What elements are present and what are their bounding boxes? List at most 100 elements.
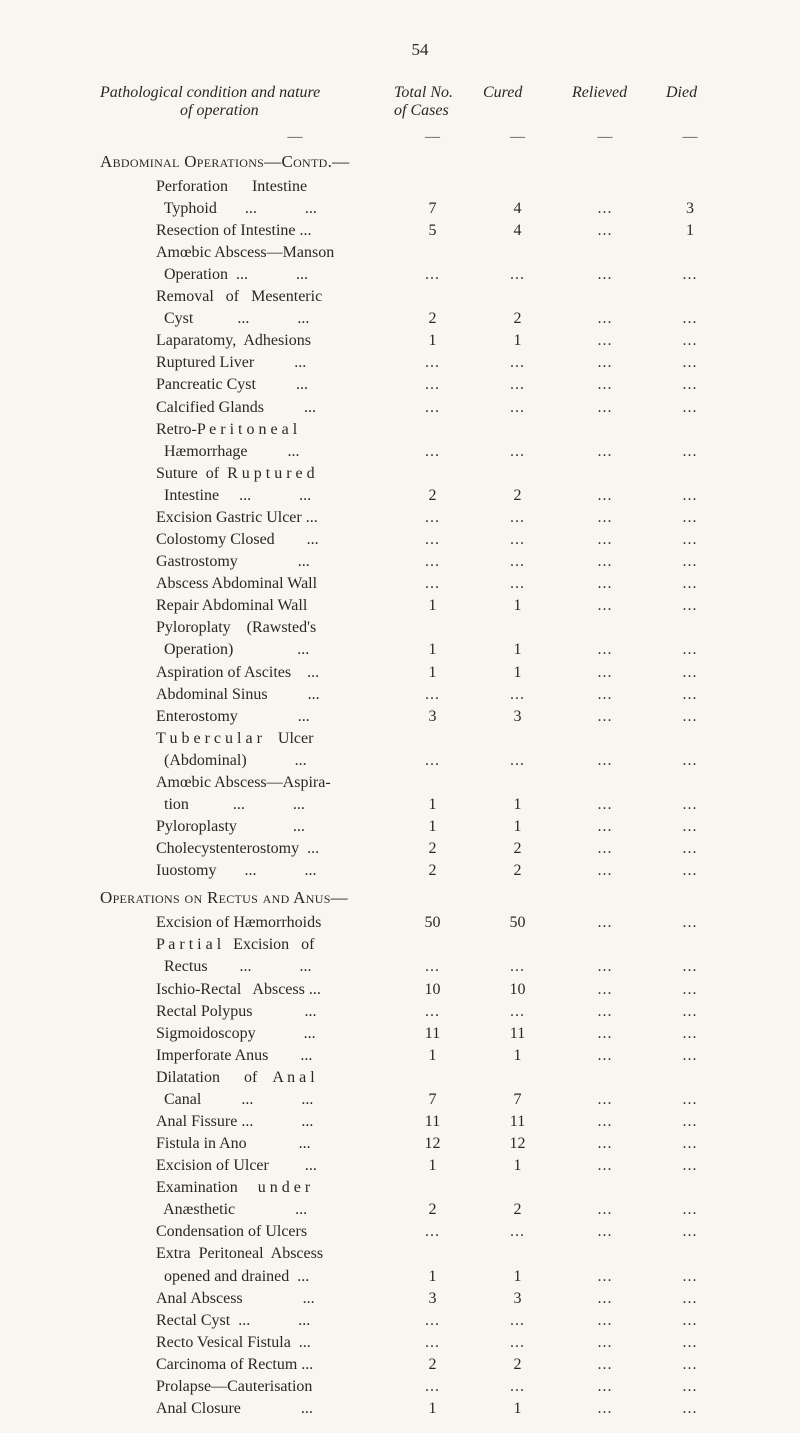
value: 2 bbox=[475, 1199, 560, 1221]
ellipsis: ... bbox=[650, 573, 730, 595]
ellipsis: ... bbox=[650, 1266, 730, 1288]
dash: — bbox=[100, 129, 390, 146]
ellipsis: ... bbox=[560, 264, 650, 286]
value: 1 bbox=[475, 330, 560, 352]
row-label: Perforation Intestine bbox=[100, 176, 390, 198]
table-row: Canal ... ...77...... bbox=[100, 1089, 740, 1111]
table-row: Laparatomy, Adhesions11...... bbox=[100, 330, 740, 352]
table-row: Anal Closure ...11...... bbox=[100, 1398, 740, 1420]
page-number: 54 bbox=[100, 40, 740, 60]
ellipsis: ... bbox=[560, 794, 650, 816]
table-row: Recto Vesical Fistula ............... bbox=[100, 1332, 740, 1354]
table-row: Imperforate Anus ...11...... bbox=[100, 1045, 740, 1067]
value: 2 bbox=[390, 860, 475, 882]
ellipsis: ... bbox=[390, 507, 475, 529]
ellipsis: ... bbox=[475, 264, 560, 286]
row-label: Laparatomy, Adhesions bbox=[100, 330, 390, 352]
row-label: Intestine ... ... bbox=[100, 485, 390, 507]
ellipsis: ... bbox=[560, 551, 650, 573]
ellipsis: ... bbox=[650, 1221, 730, 1243]
table-row: Operation) ...11...... bbox=[100, 639, 740, 661]
row-label: Anal Closure ... bbox=[100, 1398, 390, 1420]
ellipsis: ... bbox=[560, 1266, 650, 1288]
ellipsis: ... bbox=[650, 816, 730, 838]
ellipsis: ... bbox=[390, 573, 475, 595]
row-label: Pancreatic Cyst ... bbox=[100, 374, 390, 396]
header-col-cured: Cured bbox=[483, 84, 568, 121]
ellipsis: ... bbox=[650, 706, 730, 728]
ellipsis: ... bbox=[560, 838, 650, 860]
value: 7 bbox=[390, 198, 475, 220]
table-row: Condensation of Ulcers............ bbox=[100, 1221, 740, 1243]
ellipsis: ... bbox=[475, 684, 560, 706]
table-row: Gastrostomy ............... bbox=[100, 551, 740, 573]
table-row: Examination u n d e r bbox=[100, 1177, 740, 1199]
table-row: Pyloroplasty ...11...... bbox=[100, 816, 740, 838]
ellipsis: ... bbox=[650, 441, 730, 463]
row-label: Dilatation of A n a l bbox=[100, 1067, 390, 1089]
ellipsis: ... bbox=[390, 684, 475, 706]
ellipsis: ... bbox=[475, 374, 560, 396]
table-row: Aspiration of Ascites ...11...... bbox=[100, 662, 740, 684]
value: 2 bbox=[390, 838, 475, 860]
ellipsis: ... bbox=[560, 1023, 650, 1045]
value: 5 bbox=[390, 220, 475, 242]
ellipsis: ... bbox=[475, 573, 560, 595]
table-row: Enterostomy ...33...... bbox=[100, 706, 740, 728]
ellipsis: ... bbox=[650, 1288, 730, 1310]
ellipsis: ... bbox=[560, 1199, 650, 1221]
row-label: Rectal Polypus ... bbox=[100, 1001, 390, 1023]
ellipsis: ... bbox=[560, 706, 650, 728]
row-label: Rectal Cyst ... ... bbox=[100, 1310, 390, 1332]
table-row: Rectus ... ............... bbox=[100, 956, 740, 978]
table-row: Ischio-Rectal Abscess ...1010...... bbox=[100, 979, 740, 1001]
row-label: Repair Abdominal Wall bbox=[100, 595, 390, 617]
ellipsis: ... bbox=[650, 684, 730, 706]
value: 3 bbox=[475, 706, 560, 728]
ellipsis: ... bbox=[650, 1155, 730, 1177]
table-row: T u b e r c u l a r Ulcer bbox=[100, 728, 740, 750]
table-row: Cholecystenterostomy ...22...... bbox=[100, 838, 740, 860]
ellipsis: ... bbox=[560, 441, 650, 463]
ellipsis: ... bbox=[650, 860, 730, 882]
ellipsis: ... bbox=[650, 1045, 730, 1067]
row-label: Operation) ... bbox=[100, 639, 390, 661]
table-row: Iuostomy ... ...22...... bbox=[100, 860, 740, 882]
ellipsis: ... bbox=[650, 1001, 730, 1023]
row-label: Gastrostomy ... bbox=[100, 551, 390, 573]
value: 1 bbox=[475, 1155, 560, 1177]
table-row: Retro-P e r i t o n e a l bbox=[100, 419, 740, 441]
value: 50 bbox=[475, 912, 560, 934]
ellipsis: ... bbox=[650, 485, 730, 507]
ellipsis: ... bbox=[475, 529, 560, 551]
ellipsis: ... bbox=[560, 816, 650, 838]
ellipsis: ... bbox=[650, 794, 730, 816]
ellipsis: ... bbox=[390, 750, 475, 772]
ellipsis: ... bbox=[650, 1332, 730, 1354]
table-row: Prolapse—Cauterisation............ bbox=[100, 1376, 740, 1398]
ellipsis: ... bbox=[560, 662, 650, 684]
row-label: Colostomy Closed ... bbox=[100, 529, 390, 551]
text: Pathological condition and nature bbox=[100, 84, 320, 101]
ellipsis: ... bbox=[650, 330, 730, 352]
ellipsis: ... bbox=[390, 1001, 475, 1023]
table-row: Excision of Ulcer ...11...... bbox=[100, 1155, 740, 1177]
table-row: Removal of Mesenteric bbox=[100, 286, 740, 308]
table-row: Resection of Intestine ...54...1 bbox=[100, 220, 740, 242]
table-row: Fistula in Ano ...1212...... bbox=[100, 1133, 740, 1155]
row-label: Excision of Ulcer ... bbox=[100, 1155, 390, 1177]
value: 7 bbox=[475, 1089, 560, 1111]
value: 11 bbox=[390, 1023, 475, 1045]
value: 1 bbox=[475, 816, 560, 838]
dash: — bbox=[390, 129, 475, 146]
table-row: Amœbic Abscess—Manson bbox=[100, 242, 740, 264]
ellipsis: ... bbox=[475, 1376, 560, 1398]
row-label: Amœbic Abscess—Aspira- bbox=[100, 772, 390, 794]
ellipsis: ... bbox=[390, 441, 475, 463]
ellipsis: ... bbox=[650, 1354, 730, 1376]
ellipsis: ... bbox=[650, 750, 730, 772]
row-label: Carcinoma of Rectum ... bbox=[100, 1354, 390, 1376]
ellipsis: ... bbox=[560, 1332, 650, 1354]
value: 1 bbox=[475, 1266, 560, 1288]
table-row: tion ... ...11...... bbox=[100, 794, 740, 816]
